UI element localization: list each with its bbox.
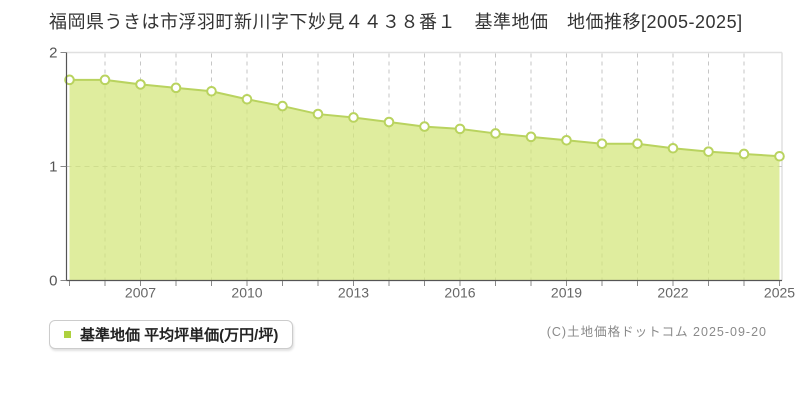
data-point-marker (632, 138, 643, 149)
data-point-marker (561, 134, 572, 146)
copyright-text: (C)土地価格ドットコム 2025-09-20 (546, 325, 767, 339)
x-tick-label: 2022 (657, 285, 688, 301)
data-point-marker (596, 138, 608, 149)
y-tick-label: 0 (49, 273, 57, 290)
page-title: 福岡県うきは市浮羽町新川字下妙見４４３８番１ 基準地価 地価推移[2005-20… (49, 12, 743, 32)
data-point-marker (667, 142, 679, 154)
data-point-marker (277, 100, 288, 112)
data-point-marker (99, 74, 111, 86)
x-tick-label: 2007 (125, 285, 156, 301)
data-point-marker (454, 123, 466, 135)
data-point-marker (419, 121, 430, 132)
data-point-marker (241, 93, 253, 105)
data-point-marker (774, 150, 785, 162)
x-tick-label: 2019 (551, 285, 582, 301)
data-point-marker (525, 131, 537, 143)
data-point-marker (206, 85, 217, 97)
data-point-marker (170, 82, 182, 94)
legend: 基準地価 平均坪単価(万円/坪) (49, 320, 294, 349)
area-fill (69, 79, 780, 280)
data-point-marker (703, 146, 714, 157)
data-point-marker (490, 128, 501, 139)
x-tick-label: 2013 (338, 285, 369, 301)
y-tick-label: 2 (49, 45, 57, 62)
data-point-marker (348, 112, 359, 123)
x-tick-label: 2016 (444, 285, 475, 301)
data-point-marker (738, 148, 750, 160)
legend-marker-swatch (64, 331, 71, 338)
data-point-marker (383, 116, 395, 128)
data-point-marker (64, 74, 75, 86)
x-tick-label: 2025 (764, 285, 795, 301)
y-tick-label: 1 (49, 159, 57, 176)
data-point-marker (135, 79, 146, 90)
x-tick-label: 2010 (231, 285, 262, 301)
data-point-marker (312, 108, 324, 120)
legend-label: 基準地価 平均坪単価(万円/坪) (80, 327, 279, 344)
